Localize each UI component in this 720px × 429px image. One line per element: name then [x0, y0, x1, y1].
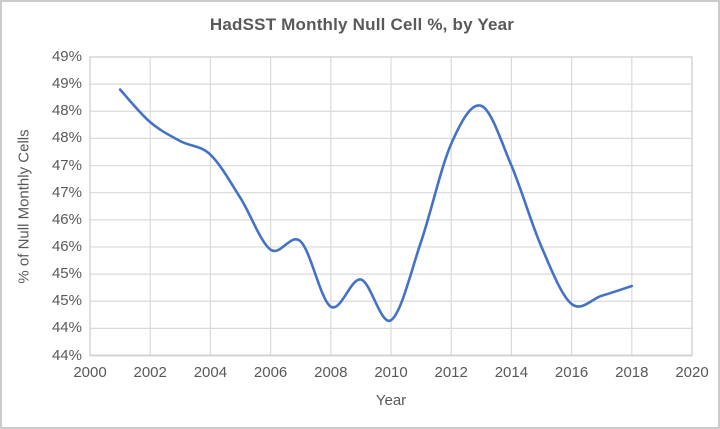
- x-tick-label: 2018: [615, 364, 649, 381]
- x-tick-label: 2002: [133, 364, 167, 381]
- x-tick-label: 2000: [73, 364, 107, 381]
- x-tick-label: 2012: [434, 364, 468, 381]
- plot-border: [89, 56, 693, 357]
- x-tick-label: 2016: [554, 364, 589, 381]
- y-tick-label: 47%: [51, 156, 82, 174]
- y-tick-label: 45%: [51, 265, 82, 283]
- y-axis-title: % of Null Monthly Cells: [15, 129, 33, 284]
- x-tick-label: 2004: [193, 364, 228, 381]
- series-line: [118, 88, 634, 322]
- gridlines: [89, 56, 693, 357]
- y-tick-label: 46%: [51, 237, 82, 255]
- y-tick-label: 49%: [51, 48, 82, 65]
- y-tick-label: 48%: [51, 129, 82, 147]
- y-tick-label: 44%: [51, 346, 82, 364]
- x-tick-label: 2008: [314, 364, 348, 381]
- x-tick-label: 2010: [374, 364, 408, 381]
- chart-title: HadSST Monthly Null Cell %, by Year: [209, 15, 515, 34]
- y-tick-label: 45%: [51, 292, 82, 310]
- x-tick-label: 2006: [253, 364, 288, 381]
- y-tick-label: 48%: [51, 102, 82, 120]
- x-axis-title: Year: [375, 392, 407, 409]
- y-tick-label: 47%: [51, 183, 82, 201]
- x-tick-label: 2014: [494, 364, 529, 381]
- y-tick-label: 49%: [51, 75, 82, 93]
- y-tick-label: 44%: [51, 319, 82, 337]
- x-tick-label: 2020: [675, 364, 709, 381]
- y-tick-label: 46%: [51, 210, 82, 228]
